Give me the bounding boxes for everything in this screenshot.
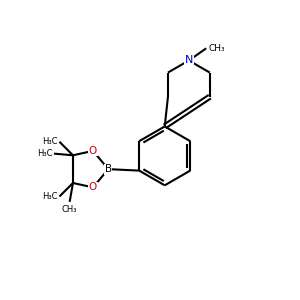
Text: H₃C: H₃C — [43, 192, 58, 201]
Text: H₃C: H₃C — [37, 149, 52, 158]
Text: H₃C: H₃C — [43, 137, 58, 146]
Text: O: O — [89, 146, 97, 156]
Text: N: N — [185, 56, 193, 65]
Text: O: O — [89, 182, 97, 192]
Text: CH₃: CH₃ — [208, 44, 225, 53]
Text: CH₃: CH₃ — [62, 206, 77, 214]
Text: B: B — [105, 164, 112, 174]
